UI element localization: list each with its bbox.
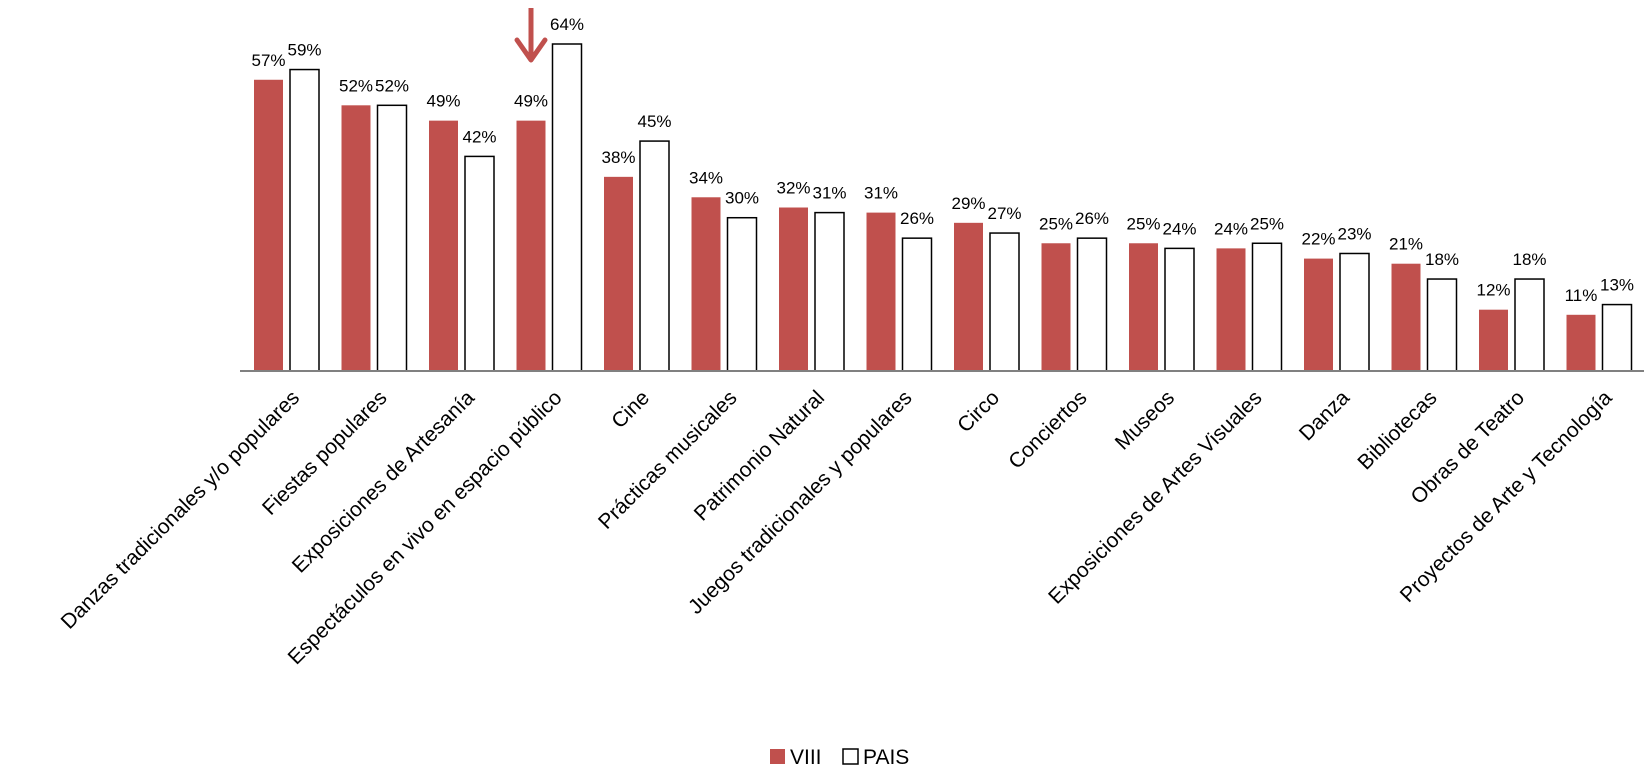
value-label-pais-danza: 23% (1337, 224, 1371, 243)
category-label-exposiciones-de-artesania: Exposiciones de Artesanía (288, 386, 479, 577)
value-label-viii-obras-de-teatro: 12% (1476, 281, 1510, 300)
category-label-circo: Circo (953, 386, 1004, 437)
value-label-pais-exposiciones-de-artesania: 42% (462, 127, 496, 146)
value-label-viii-juegos-tradicionales-y-populares: 31% (864, 184, 898, 203)
value-label-pais-espectaculos-en-vivo-en-espacio-publico: 64% (550, 15, 584, 34)
legend-label-viii: VIII (790, 746, 822, 769)
bar-pais-practicas-musicales (726, 216, 758, 372)
category-label-museos: Museos (1111, 386, 1179, 454)
category-label-conciertos: Conciertos (1004, 386, 1091, 473)
value-label-viii-exposiciones-de-artesania: 49% (426, 92, 460, 111)
value-label-pais-fiestas-populares: 52% (375, 76, 409, 95)
value-label-pais-museos: 24% (1162, 219, 1196, 238)
bar-viii-patrimonio-natural (779, 207, 808, 371)
bar-viii-cine (604, 176, 633, 371)
bar-viii-conciertos (1041, 243, 1071, 371)
bar-viii-circo (954, 222, 983, 371)
bar-viii-fiestas-populares (341, 105, 371, 371)
value-label-pais-danzas-tradicionales-y-o-populares: 59% (287, 41, 321, 60)
value-label-viii-practicas-musicales: 34% (689, 168, 723, 187)
category-label-danza: Danza (1295, 386, 1354, 445)
value-label-pais-juegos-tradicionales-y-populares: 26% (900, 209, 934, 228)
bar-pais-patrimonio-natural (814, 211, 845, 372)
legend: VIII PAIS (770, 746, 909, 769)
bar-viii-museos (1129, 243, 1158, 371)
value-label-pais-bibliotecas: 18% (1425, 250, 1459, 269)
legend-swatch-viii (770, 749, 785, 764)
bar-viii-juegos-tradicionales-y-populares (866, 212, 896, 371)
down-arrow-icon (514, 8, 548, 63)
value-label-viii-cine: 38% (601, 148, 635, 167)
category-label-cine: Cine (607, 386, 654, 433)
value-label-viii-patrimonio-natural: 32% (776, 179, 810, 198)
value-label-pais-cine: 45% (637, 112, 671, 131)
value-labels-group: 57%59%52% 52%49%42%49%64%38%45%34%30%32% 3… (251, 15, 1634, 305)
bar-pais-obras-de-teatro (1514, 278, 1545, 372)
bar-pais-danzas-tradicionales-y-o-populares (289, 68, 320, 372)
category-labels-group: Danzas tradicionales y/o popularesFiesta… (57, 386, 1617, 669)
bar-viii-danza (1304, 258, 1333, 371)
value-label-viii-espectaculos-en-vivo-en-espacio-publico: 49% (514, 92, 548, 111)
bar-pais-conciertos (1076, 237, 1108, 372)
bar-viii-exposiciones-de-artesania (429, 120, 458, 371)
value-label-viii-circo: 29% (951, 194, 985, 213)
bar-pais-cine (639, 140, 670, 372)
value-label-viii-bibliotecas: 21% (1389, 235, 1423, 254)
bar-pais-juegos-tradicionales-y-populares (901, 237, 933, 372)
bar-pais-danza (1339, 252, 1370, 372)
bar-viii-obras-de-teatro (1479, 309, 1508, 371)
category-label-bibliotecas: Bibliotecas (1353, 386, 1441, 474)
value-label-viii-danzas-tradicionales-y-o-populares: 57% (251, 51, 285, 70)
bar-pais-espectaculos-en-vivo-en-espacio-publico (551, 43, 583, 372)
bars-group (254, 43, 1633, 372)
bar-viii-danzas-tradicionales-y-o-populares (254, 79, 283, 371)
value-label-viii-exposiciones-de-artes-visuales: 24% (1214, 219, 1248, 238)
legend-swatch-pais (842, 748, 859, 765)
value-label-pais-exposiciones-de-artes-visuales: 25% (1250, 214, 1284, 233)
value-label-viii-fiestas-populares: 52% (339, 76, 373, 95)
bar-viii-espectaculos-en-vivo-en-espacio-publico (516, 120, 546, 371)
value-label-pais-circo: 27% (987, 204, 1021, 223)
value-label-viii-museos: 25% (1126, 214, 1160, 233)
bar-viii-exposiciones-de-artes-visuales (1216, 248, 1246, 371)
value-label-pais-proyectos-de-arte-y-tecnologia: 13% (1600, 276, 1634, 295)
bar-pais-exposiciones-de-artesania (464, 155, 495, 372)
arrow-head (514, 37, 548, 63)
bar-pais-museos (1164, 247, 1195, 372)
bar-pais-fiestas-populares (376, 104, 408, 372)
value-label-pais-conciertos: 26% (1075, 209, 1109, 228)
bar-viii-bibliotecas (1391, 263, 1421, 371)
bar-pais-circo (989, 232, 1020, 372)
value-label-pais-practicas-musicales: 30% (725, 189, 759, 208)
bar-pais-exposiciones-de-artes-visuales (1251, 242, 1283, 372)
value-label-pais-obras-de-teatro: 18% (1512, 250, 1546, 269)
legend-label-pais: PAIS (863, 746, 909, 769)
value-label-viii-proyectos-de-arte-y-tecnologia: 11% (1565, 286, 1598, 305)
bar-viii-practicas-musicales (691, 197, 721, 371)
bar-pais-proyectos-de-arte-y-tecnologia (1601, 303, 1633, 372)
value-label-viii-conciertos: 25% (1039, 214, 1073, 233)
bar-viii-proyectos-de-arte-y-tecnologia (1566, 314, 1596, 371)
bar-pais-bibliotecas (1426, 278, 1458, 372)
value-label-viii-danza: 22% (1301, 230, 1335, 249)
value-label-pais-patrimonio-natural: 31% (812, 184, 846, 203)
